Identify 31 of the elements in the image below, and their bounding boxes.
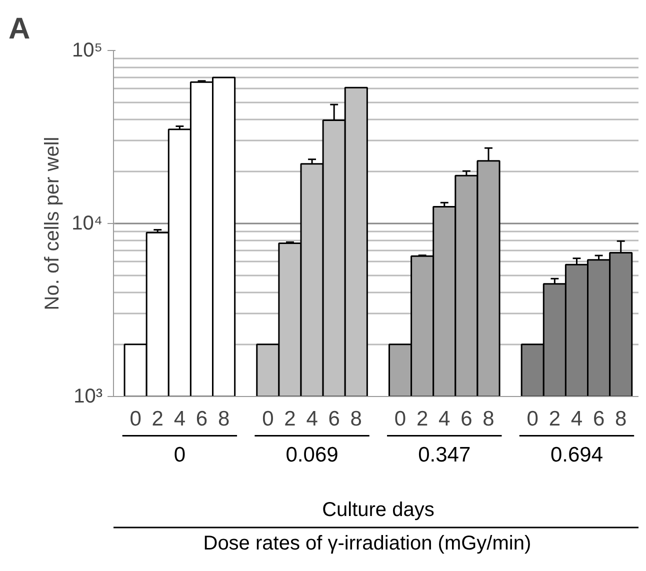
x-tick-label: 8	[615, 408, 627, 430]
x-tick-label: 0	[394, 408, 406, 430]
x-tick-label: 2	[416, 408, 428, 430]
x-tick-label: 6	[460, 408, 472, 430]
x-tick-label: 6	[196, 408, 208, 430]
text: Dose rates of γ-irradiation (mGy/min)	[203, 532, 532, 555]
x-tick-label: 8	[350, 408, 362, 430]
y-tick-label: 10⁵	[72, 40, 103, 62]
x-tick-label: 2	[152, 408, 164, 430]
x-tick-label: 6	[592, 408, 605, 430]
x-tick-label: 8	[218, 408, 230, 430]
x-tick-label: 4	[570, 408, 583, 430]
x-tick-label: 4	[306, 408, 318, 430]
y-axis-title: No. of cells per well	[42, 136, 64, 310]
x-tick-label: 2	[548, 408, 561, 430]
x-tick-label: 6	[328, 408, 340, 430]
x-tick-label: 4	[438, 408, 451, 430]
x-tick-label: 2	[284, 408, 296, 430]
x-tick-label: 0	[262, 408, 274, 430]
text: 0.069	[286, 443, 338, 466]
y-tick-label: 10³	[74, 386, 103, 408]
x-tick-label: 0	[526, 408, 538, 430]
text: 0.694	[550, 443, 604, 466]
chart-title: A	[8, 12, 30, 46]
text: 0.347	[418, 443, 471, 466]
x-axis-title: Culture days	[322, 499, 434, 522]
x-tick-label: 4	[174, 408, 186, 430]
x-tick-label: 8	[482, 408, 494, 430]
x-tick-label: 0	[130, 408, 142, 430]
y-tick-label: 10⁴	[72, 212, 103, 234]
text: 0	[174, 443, 186, 466]
